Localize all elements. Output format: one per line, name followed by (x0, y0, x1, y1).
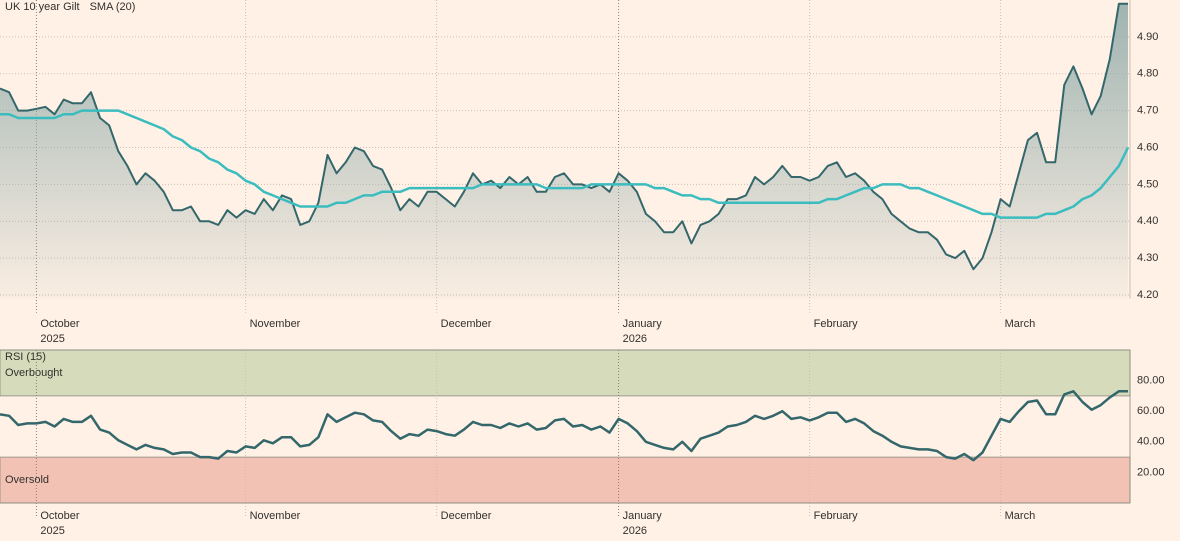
x-tick-label: March (1005, 510, 1036, 522)
series-line (0, 109, 1130, 219)
x-tick-year: 2025 (40, 525, 64, 537)
band (0, 456, 1131, 504)
x-tick-label: December (441, 510, 492, 522)
x-tick-year: 2026 (623, 525, 647, 537)
y-tick-label: 4.40 (1137, 215, 1158, 227)
y-tick-label: 4.60 (1137, 141, 1158, 153)
x-tick-label: February (814, 318, 859, 330)
y-tick-label: 4.90 (1137, 31, 1158, 43)
area (0, 3, 1128, 299)
x-tick-label: October (40, 318, 79, 330)
y-tick-label: 4.70 (1137, 105, 1158, 117)
series-line (0, 390, 1128, 462)
legend-entry: SMA (20) (90, 1, 136, 13)
y-tick-label: 4.20 (1137, 289, 1158, 301)
series-line (0, 2, 1128, 271)
y-tick-label: 60.00 (1137, 405, 1165, 417)
legend-entry: UK 10 year Gilt (5, 1, 80, 13)
x-tick-label: January (623, 318, 663, 330)
band (0, 349, 1131, 397)
x-tick-label: November (250, 318, 301, 330)
y-tick-label: 4.50 (1137, 178, 1158, 190)
y-tick-label: 80.00 (1137, 375, 1165, 387)
x-tick-label: October (40, 510, 79, 522)
x-tick-label: February (814, 510, 859, 522)
band-label: Overbought (5, 367, 62, 379)
x-tick-label: January (623, 510, 663, 522)
y-tick-label: 20.00 (1137, 466, 1165, 478)
y-tick-label: 4.80 (1137, 68, 1158, 80)
x-tick-label: December (441, 318, 492, 330)
x-tick-year: 2025 (40, 333, 64, 345)
x-tick-label: March (1005, 318, 1036, 330)
band-label: Oversold (5, 474, 49, 486)
y-tick-label: 40.00 (1137, 436, 1165, 448)
legend-entry: RSI (15) (5, 351, 46, 363)
y-tick-label: 4.30 (1137, 252, 1158, 264)
x-tick-label: November (250, 510, 301, 522)
plot-layer: 4.20 4.30 4.40 4.50 4.60 4.70 4.80 4.90 October 2… (0, 0, 1165, 537)
x-tick-year: 2026 (623, 333, 647, 345)
